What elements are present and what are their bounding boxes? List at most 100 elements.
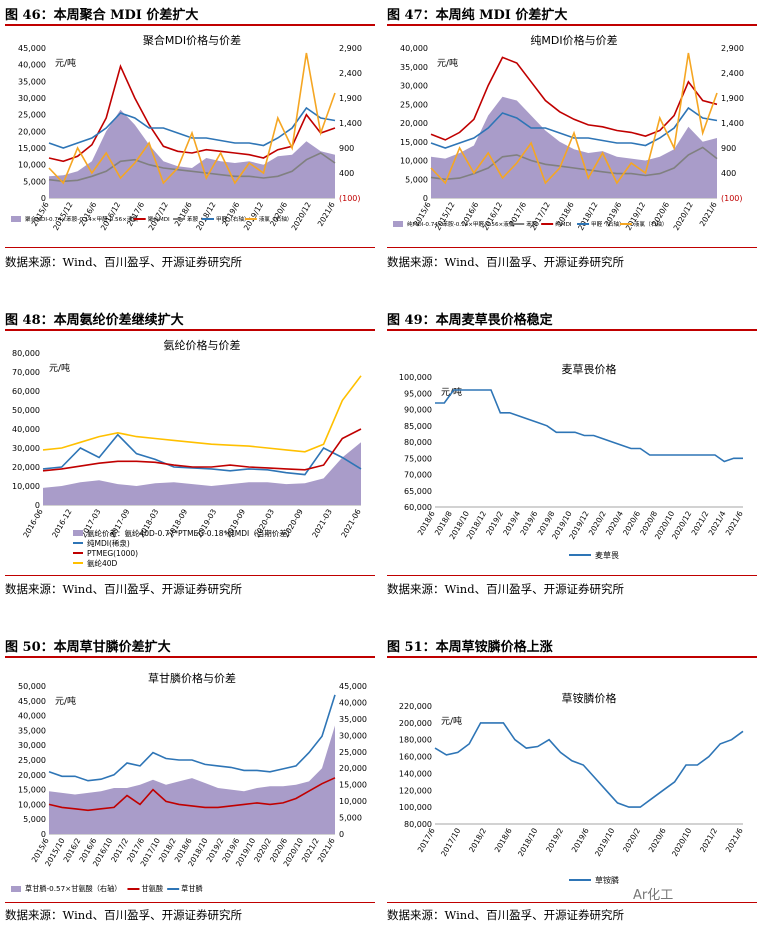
figure-50: 图 50：本周草甘膦价差扩大 草甘膦价格与价差 元/吨 0 5,000 10,000 15…: [5, 634, 375, 929]
unit-label: 元/吨: [49, 362, 70, 374]
y-tick-label: 10,000: [12, 482, 40, 491]
x-tick-label: 2016/6: [77, 200, 98, 228]
x-tick-label: 2016-12: [50, 507, 74, 539]
legend-swatch: [11, 216, 21, 222]
y2-tick-label: 35,000: [339, 715, 367, 724]
y-tick-label: 200,000: [399, 719, 432, 728]
x-tick-label: 2020/6: [268, 200, 289, 228]
series-line: [48, 106, 336, 149]
source-note: 数据来源：Wind、百川盈孚、开源证券研究所: [387, 908, 625, 922]
figure-49: 图 49：本周麦草畏价格稳定 麦草畏价格 元/吨 60,000 65,000 70,00…: [387, 307, 757, 597]
y-tick-label: 80,000: [404, 438, 432, 447]
y2-tick-label: 900: [721, 144, 736, 153]
y-tick-label: 30,000: [18, 94, 46, 103]
y2-tick-label: 1,900: [339, 94, 362, 103]
figure-48: 图 48：本周氨纶价差继续扩大 氨纶价格与价差元/吨 0 10,000 20,000 3…: [5, 307, 375, 597]
y2-tick-label: 1,400: [721, 119, 744, 128]
y2-tick-label: 0: [339, 830, 344, 839]
series-line: [48, 52, 336, 185]
y-tick-label: 10,000: [18, 161, 46, 170]
y2-tick-label: 15,000: [339, 781, 367, 790]
chart-49: 麦草畏价格元/吨60,00065,00070,00075,00080,00085…: [399, 362, 745, 560]
y-tick-label: 30,000: [12, 444, 40, 453]
chart-title: 纯MDI价格与价差: [530, 33, 617, 47]
series-line: [42, 433, 362, 476]
figure-title: 图 51：本周草铵膦价格上涨: [387, 640, 553, 655]
y2-tick-label: 2,900: [721, 44, 744, 53]
source-rule: [387, 247, 757, 248]
legend-label: 麦草畏: [595, 550, 619, 560]
x-tick-label: 2018/6: [493, 826, 514, 854]
source-note: 数据来源：Wind、百川盈孚、开源证券研究所: [387, 255, 625, 269]
legend-label: 草铵膦: [595, 875, 619, 885]
y2-tick-label: 5,000: [339, 814, 362, 823]
y2-tick-label: 45,000: [339, 682, 367, 691]
y2-tick-label: (100): [339, 194, 361, 203]
x-tick-label: 2020/2: [621, 826, 642, 854]
series-line: [435, 389, 743, 463]
y-tick-label: 40,000: [400, 44, 428, 53]
chart-title: 草铵膦价格: [562, 691, 617, 705]
y-tick-label: 0: [35, 501, 40, 510]
y-tick-label: 60,000: [404, 503, 432, 512]
y-tick-label: 20,000: [12, 463, 40, 472]
watermark: Ar化工: [633, 888, 674, 903]
y-tick-label: 25,000: [18, 756, 46, 765]
y-tick-label: 40,000: [18, 712, 46, 721]
x-tick-label: 2018/2: [467, 826, 488, 854]
y-tick-label: 25,000: [400, 100, 428, 109]
y-tick-label: 5,000: [405, 175, 428, 184]
legend-swatch: [393, 221, 403, 227]
y-tick-label: 70,000: [404, 471, 432, 480]
series-line: [48, 152, 336, 183]
x-tick-label: 2021/6: [724, 826, 745, 854]
x-tick-label: 2021/6: [698, 200, 719, 228]
legend-label: 苯胺: [187, 215, 199, 223]
title-rule: [5, 656, 375, 658]
y-tick-label: 20,000: [18, 127, 46, 136]
series-area: [43, 442, 361, 505]
figure-title: 图 50：本周草甘膦价差扩大: [5, 640, 171, 655]
series-line: [430, 146, 718, 181]
y-tick-label: 100,000: [399, 373, 432, 382]
y2-tick-label: 400: [721, 169, 736, 178]
y-tick-label: 160,000: [399, 753, 432, 762]
unit-label: 元/吨: [441, 715, 462, 727]
legend-label: 草甘膦-0.57×甘氨酸（右轴）: [25, 884, 122, 893]
series-area: [49, 725, 335, 834]
figure-title: 图 47：本周纯 MDI 价差扩大: [387, 8, 568, 23]
legend-swatch: [73, 530, 83, 536]
y-tick-label: 10,000: [400, 157, 428, 166]
y-tick-label: 15,000: [18, 144, 46, 153]
y-tick-label: 20,000: [18, 771, 46, 780]
y-tick-label: 15,000: [18, 786, 46, 795]
y2-tick-label: (100): [721, 194, 743, 203]
unit-label: 元/吨: [437, 57, 458, 69]
chart-title: 草甘膦价格与价差: [148, 671, 236, 685]
y-tick-label: 80,000: [12, 349, 40, 358]
y2-tick-label: 2,400: [339, 69, 362, 78]
figure-title: 图 48：本周氨纶价差继续扩大: [5, 313, 184, 328]
series-line: [434, 722, 744, 808]
chart-title: 聚合MDI价格与价差: [143, 33, 241, 47]
y-tick-label: 80,000: [404, 820, 432, 829]
x-tick-label: 2021-03: [310, 507, 334, 539]
legend-label: 苯胺: [526, 220, 538, 228]
x-tick-label: 2021-06: [339, 507, 363, 539]
title-rule: [387, 329, 757, 331]
chart-title: 氨纶价格与价差: [164, 338, 241, 352]
x-tick-label: 2021/6: [724, 509, 745, 537]
figure-47: 图 47：本周纯 MDI 价差扩大 纯MDI价格与价差 元/吨 0 5,000 10,0…: [387, 0, 757, 280]
y-tick-label: 10,000: [18, 800, 46, 809]
legend-label: 纯MDI-0.74×苯胺-0.14×甲醛-0.56×液氯: [407, 220, 515, 228]
y2-tick-label: 1,400: [339, 119, 362, 128]
y-tick-label: 15,000: [400, 138, 428, 147]
x-tick-label: 2021/2: [698, 826, 719, 854]
title-rule: [387, 24, 757, 26]
legend-label: 纯MDI: [555, 220, 572, 228]
y-tick-label: 90,000: [404, 406, 432, 415]
y-tick-label: 85,000: [404, 422, 432, 431]
source-rule: [5, 902, 375, 903]
x-tick-label: 2018/6: [173, 200, 194, 228]
